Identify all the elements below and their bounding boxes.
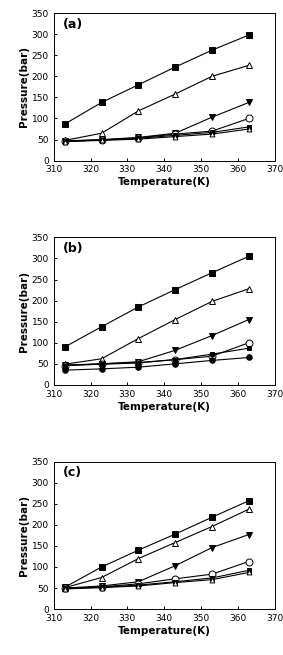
X-axis label: Temperature(K): Temperature(K) xyxy=(118,402,211,411)
Text: (a): (a) xyxy=(63,18,83,31)
Y-axis label: Pressure(bar): Pressure(bar) xyxy=(19,495,29,576)
X-axis label: Temperature(K): Temperature(K) xyxy=(118,178,211,187)
Text: (b): (b) xyxy=(63,242,83,255)
Y-axis label: Pressure(bar): Pressure(bar) xyxy=(19,47,29,127)
X-axis label: Temperature(K): Temperature(K) xyxy=(118,626,211,636)
Y-axis label: Pressure(bar): Pressure(bar) xyxy=(19,271,29,352)
Text: (c): (c) xyxy=(63,466,82,479)
